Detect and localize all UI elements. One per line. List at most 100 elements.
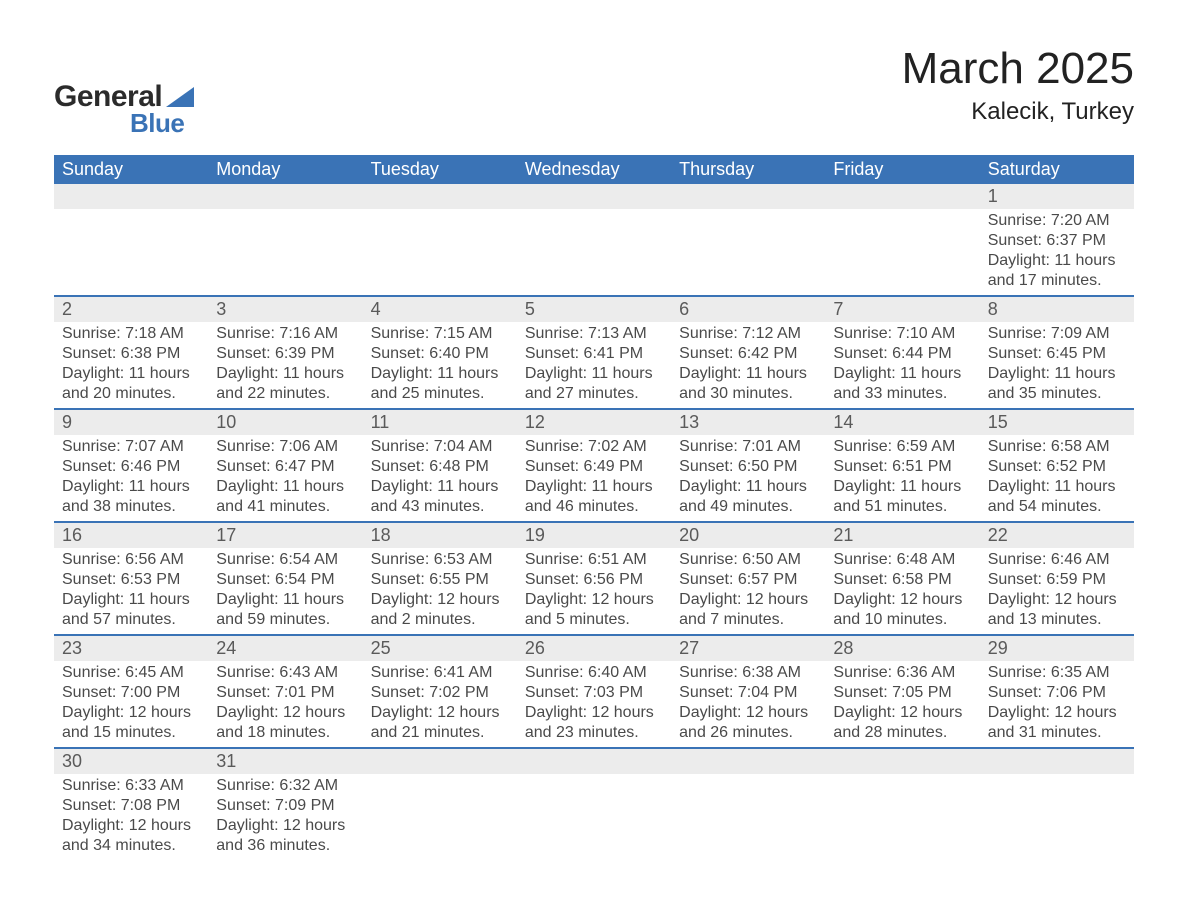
- day-info-cell: Sunrise: 7:10 AMSunset: 6:44 PMDaylight:…: [825, 322, 979, 408]
- date-number: [363, 184, 517, 209]
- sunrise-text: Sunrise: 6:50 AM: [679, 550, 817, 570]
- date-number: 2: [54, 297, 208, 322]
- sunset-text: Sunset: 6:53 PM: [62, 570, 200, 590]
- day-info-cell: [363, 209, 517, 295]
- date-number: [363, 749, 517, 774]
- date-number: 17: [208, 523, 362, 548]
- day-info-cell: Sunrise: 6:51 AMSunset: 6:56 PMDaylight:…: [517, 548, 671, 634]
- daylight-line2: and 38 minutes.: [62, 497, 200, 517]
- month-title: March 2025: [902, 44, 1134, 94]
- daylight-line1: Daylight: 11 hours: [371, 364, 509, 384]
- sunset-text: Sunset: 6:57 PM: [679, 570, 817, 590]
- daylight-line2: and 31 minutes.: [988, 723, 1126, 743]
- day-info-cell: [54, 209, 208, 295]
- daylight-line1: Daylight: 12 hours: [988, 590, 1126, 610]
- day-info-cell: [517, 209, 671, 295]
- date-number: [825, 749, 979, 774]
- day-header-tue: Tuesday: [363, 155, 517, 184]
- daylight-line2: and 36 minutes.: [216, 836, 354, 856]
- date-number: [54, 184, 208, 209]
- sunrise-text: Sunrise: 6:43 AM: [216, 663, 354, 683]
- day-info-cell: Sunrise: 7:09 AMSunset: 6:45 PMDaylight:…: [980, 322, 1134, 408]
- day-info-cell: Sunrise: 6:36 AMSunset: 7:05 PMDaylight:…: [825, 661, 979, 747]
- daylight-line1: Daylight: 12 hours: [679, 590, 817, 610]
- day-info-row: Sunrise: 7:20 AMSunset: 6:37 PMDaylight:…: [54, 209, 1134, 295]
- sunrise-text: Sunrise: 7:10 AM: [833, 324, 971, 344]
- daylight-line1: Daylight: 12 hours: [62, 816, 200, 836]
- date-number-row: 16171819202122: [54, 523, 1134, 548]
- daylight-line1: Daylight: 11 hours: [988, 477, 1126, 497]
- week-row: 3031Sunrise: 6:33 AMSunset: 7:08 PMDayli…: [54, 747, 1134, 860]
- daylight-line2: and 27 minutes.: [525, 384, 663, 404]
- day-info-cell: Sunrise: 6:58 AMSunset: 6:52 PMDaylight:…: [980, 435, 1134, 521]
- daylight-line2: and 57 minutes.: [62, 610, 200, 630]
- sunset-text: Sunset: 6:40 PM: [371, 344, 509, 364]
- week-row: 23242526272829Sunrise: 6:45 AMSunset: 7:…: [54, 634, 1134, 747]
- day-info-cell: Sunrise: 7:13 AMSunset: 6:41 PMDaylight:…: [517, 322, 671, 408]
- day-info-cell: [517, 774, 671, 860]
- sunset-text: Sunset: 6:45 PM: [988, 344, 1126, 364]
- day-info-cell: [980, 774, 1134, 860]
- sunrise-text: Sunrise: 7:01 AM: [679, 437, 817, 457]
- date-number: [517, 749, 671, 774]
- sunrise-text: Sunrise: 6:48 AM: [833, 550, 971, 570]
- day-info-cell: Sunrise: 6:56 AMSunset: 6:53 PMDaylight:…: [54, 548, 208, 634]
- day-info-cell: Sunrise: 6:54 AMSunset: 6:54 PMDaylight:…: [208, 548, 362, 634]
- daylight-line2: and 22 minutes.: [216, 384, 354, 404]
- day-info-cell: Sunrise: 6:43 AMSunset: 7:01 PMDaylight:…: [208, 661, 362, 747]
- date-number-row: 23242526272829: [54, 636, 1134, 661]
- sunset-text: Sunset: 7:09 PM: [216, 796, 354, 816]
- date-number: 5: [517, 297, 671, 322]
- sunset-text: Sunset: 6:52 PM: [988, 457, 1126, 477]
- date-number: 29: [980, 636, 1134, 661]
- day-info-cell: Sunrise: 6:48 AMSunset: 6:58 PMDaylight:…: [825, 548, 979, 634]
- sunrise-text: Sunrise: 6:36 AM: [833, 663, 971, 683]
- sunset-text: Sunset: 7:01 PM: [216, 683, 354, 703]
- date-number: 1: [980, 184, 1134, 209]
- sunset-text: Sunset: 6:48 PM: [371, 457, 509, 477]
- date-number: 12: [517, 410, 671, 435]
- daylight-line2: and 23 minutes.: [525, 723, 663, 743]
- day-info-cell: Sunrise: 6:38 AMSunset: 7:04 PMDaylight:…: [671, 661, 825, 747]
- day-info-cell: [363, 774, 517, 860]
- day-info-cell: [671, 774, 825, 860]
- sunset-text: Sunset: 6:49 PM: [525, 457, 663, 477]
- date-number: 27: [671, 636, 825, 661]
- sunrise-text: Sunrise: 6:41 AM: [371, 663, 509, 683]
- sunrise-text: Sunrise: 7:13 AM: [525, 324, 663, 344]
- day-header-wed: Wednesday: [517, 155, 671, 184]
- sunrise-text: Sunrise: 7:16 AM: [216, 324, 354, 344]
- date-number: 13: [671, 410, 825, 435]
- sunset-text: Sunset: 7:03 PM: [525, 683, 663, 703]
- sunset-text: Sunset: 7:06 PM: [988, 683, 1126, 703]
- day-info-row: Sunrise: 6:33 AMSunset: 7:08 PMDaylight:…: [54, 774, 1134, 860]
- daylight-line2: and 15 minutes.: [62, 723, 200, 743]
- daylight-line1: Daylight: 11 hours: [216, 364, 354, 384]
- day-info-cell: Sunrise: 7:20 AMSunset: 6:37 PMDaylight:…: [980, 209, 1134, 295]
- date-number: 10: [208, 410, 362, 435]
- date-number: 21: [825, 523, 979, 548]
- sunrise-text: Sunrise: 6:46 AM: [988, 550, 1126, 570]
- daylight-line2: and 43 minutes.: [371, 497, 509, 517]
- daylight-line2: and 33 minutes.: [833, 384, 971, 404]
- sunrise-text: Sunrise: 7:09 AM: [988, 324, 1126, 344]
- date-number: 11: [363, 410, 517, 435]
- daylight-line1: Daylight: 11 hours: [988, 251, 1126, 271]
- day-info-cell: Sunrise: 7:18 AMSunset: 6:38 PMDaylight:…: [54, 322, 208, 408]
- date-number: 15: [980, 410, 1134, 435]
- sunset-text: Sunset: 6:46 PM: [62, 457, 200, 477]
- sunset-text: Sunset: 6:44 PM: [833, 344, 971, 364]
- sunrise-text: Sunrise: 6:35 AM: [988, 663, 1126, 683]
- day-info-cell: Sunrise: 6:50 AMSunset: 6:57 PMDaylight:…: [671, 548, 825, 634]
- day-info-row: Sunrise: 6:56 AMSunset: 6:53 PMDaylight:…: [54, 548, 1134, 634]
- day-header-sun: Sunday: [54, 155, 208, 184]
- date-number-row: 3031: [54, 749, 1134, 774]
- day-info-cell: Sunrise: 7:07 AMSunset: 6:46 PMDaylight:…: [54, 435, 208, 521]
- day-header-mon: Monday: [208, 155, 362, 184]
- date-number: 7: [825, 297, 979, 322]
- sunset-text: Sunset: 7:04 PM: [679, 683, 817, 703]
- daylight-line1: Daylight: 12 hours: [216, 816, 354, 836]
- date-number-row: 9101112131415: [54, 410, 1134, 435]
- day-header-sat: Saturday: [980, 155, 1134, 184]
- sunrise-text: Sunrise: 7:02 AM: [525, 437, 663, 457]
